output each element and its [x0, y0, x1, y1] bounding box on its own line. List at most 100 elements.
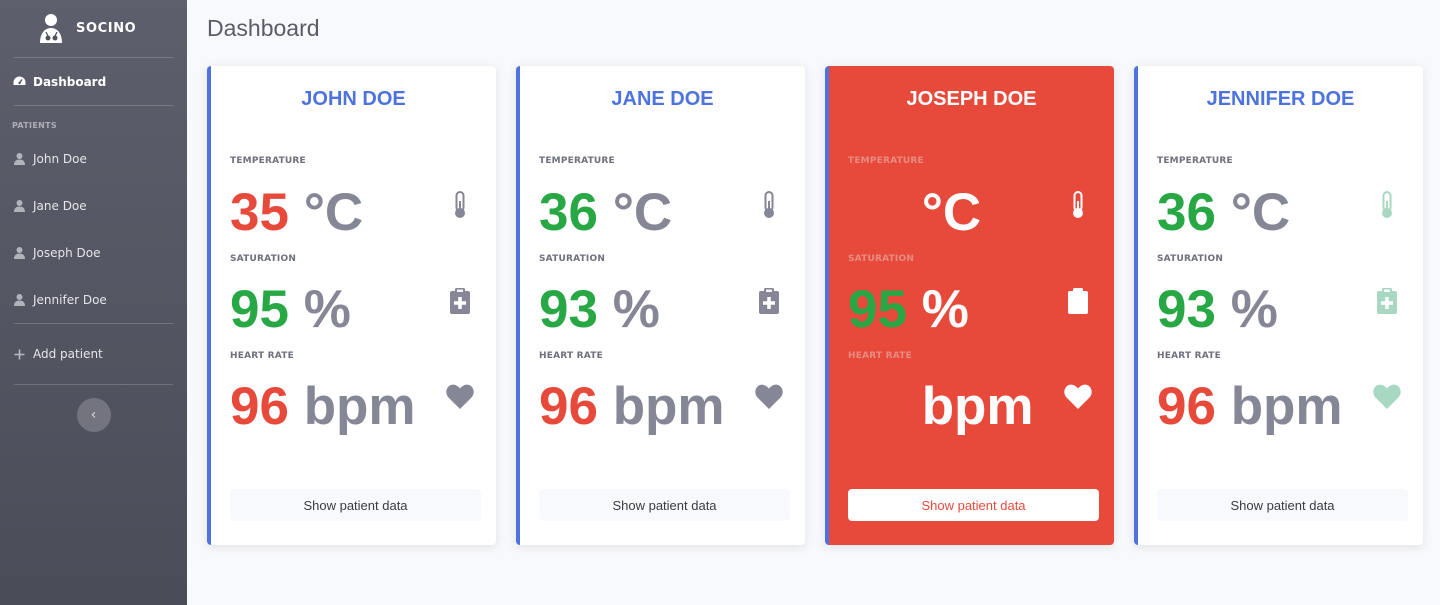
sidebar-item-label: John Doe: [33, 151, 87, 166]
sidebar-item-label: Jennifer Doe: [33, 292, 107, 307]
saturation-label: SATURATION: [539, 254, 606, 264]
tachometer-icon: [12, 75, 26, 89]
patient-card: JANE DOE TEMPERATURE 36 °C SATURATION 93…: [516, 66, 805, 545]
saturation-number: 95: [230, 280, 289, 339]
sidebar-item-joseph-doe[interactable]: Joseph Doe: [0, 229, 187, 276]
saturation-unit: %: [303, 280, 351, 339]
temperature-unit: °C: [921, 183, 982, 242]
saturation-unit: %: [1230, 280, 1278, 339]
show-patient-data-button[interactable]: Show patient data: [230, 489, 481, 521]
saturation-number: 93: [539, 280, 598, 339]
patient-name: JOHN DOE: [301, 88, 406, 110]
heart-rate-label: HEART RATE: [848, 351, 912, 361]
thermometer-icon: [1373, 190, 1401, 220]
temperature-number: 36: [1157, 183, 1216, 242]
patient-name: JANE DOE: [611, 88, 714, 110]
heart-rate-unit: bpm: [612, 377, 725, 436]
temperature-number: 36: [539, 183, 598, 242]
heart-rate-unit: bpm: [303, 377, 416, 436]
brand[interactable]: SOCINO: [0, 0, 187, 57]
saturation-unit: %: [612, 280, 660, 339]
heart-rate-unit: bpm: [1230, 377, 1343, 436]
saturation-value: 93 %: [539, 283, 660, 336]
heart-rate-value: 96 bpm: [230, 380, 416, 433]
temperature-unit: °C: [303, 183, 364, 242]
sidebar-divider: [14, 57, 173, 58]
heart-rate-label: HEART RATE: [539, 351, 603, 361]
temperature-value: 36 °C: [539, 186, 672, 239]
sidebar-item-jane-doe[interactable]: Jane Doe: [0, 182, 187, 229]
sidebar-item-label: Jane Doe: [33, 198, 87, 213]
heart-icon: [1373, 381, 1401, 411]
thermometer-icon: [755, 190, 783, 220]
sidebar-item-dashboard[interactable]: Dashboard: [0, 58, 187, 105]
temperature-unit: °C: [1230, 183, 1291, 242]
sidebar-toggle-wrap: ‹: [0, 385, 187, 445]
saturation-value: 95 %: [848, 283, 969, 336]
saturation-label: SATURATION: [230, 254, 297, 264]
sidebar-divider: [14, 384, 173, 385]
thermometer-icon: [446, 190, 474, 220]
show-patient-data-button[interactable]: Show patient data: [1157, 489, 1408, 521]
temperature-value: 36 °C: [1157, 186, 1290, 239]
show-patient-data-button[interactable]: Show patient data: [848, 489, 1099, 521]
user-icon: [12, 246, 26, 260]
temperature-unit: °C: [612, 183, 673, 242]
chevron-left-icon: ‹: [90, 407, 97, 423]
heart-rate-value: 96 bpm: [1157, 380, 1343, 433]
show-patient-data-button[interactable]: Show patient data: [539, 489, 790, 521]
plus-icon: [12, 347, 26, 361]
temperature-number: 35: [848, 183, 907, 242]
clipboard-medical-icon: [1373, 286, 1401, 316]
saturation-value: 95 %: [230, 283, 351, 336]
sidebar-divider: [14, 105, 173, 106]
sidebar-toggle-button[interactable]: ‹: [76, 398, 111, 432]
patient-card: JENNIFER DOE TEMPERATURE 36 °C SATURATIO…: [1134, 66, 1423, 545]
sidebar-item-jennifer-doe[interactable]: Jennifer Doe: [0, 276, 187, 323]
patients-heading: PATIENTS: [12, 121, 57, 130]
heart-rate-label: HEART RATE: [230, 351, 294, 361]
heart-rate-number: 96: [230, 377, 289, 436]
clipboard-medical-icon: [1064, 286, 1092, 316]
clipboard-medical-icon: [446, 286, 474, 316]
temperature-label: TEMPERATURE: [1157, 156, 1233, 166]
sidebar-item-john-doe[interactable]: John Doe: [0, 135, 187, 182]
sidebar: SOCINO Dashboard PATIENTS John Doe Jane …: [0, 0, 187, 605]
saturation-number: 95: [848, 280, 907, 339]
heart-rate-unit: bpm: [921, 377, 1034, 436]
temperature-value: 35 °C: [848, 186, 981, 239]
heart-icon: [755, 381, 783, 411]
add-patient-label: Add patient: [33, 347, 103, 361]
sidebar-divider: [14, 323, 173, 324]
doctor-logo-icon: [40, 13, 62, 43]
add-patient-button[interactable]: Add patient: [0, 324, 187, 384]
temperature-number: 35: [230, 183, 289, 242]
heart-icon: [1064, 381, 1092, 411]
temperature-label: TEMPERATURE: [230, 156, 306, 166]
temperature-value: 35 °C: [230, 186, 363, 239]
sidebar-item-label: Dashboard: [33, 74, 107, 89]
patient-card: JOSEPH DOE TEMPERATURE 35 °C SATURATION …: [825, 66, 1114, 545]
thermometer-icon: [1064, 190, 1092, 220]
clipboard-medical-icon: [755, 286, 783, 316]
brand-name: SOCINO: [76, 21, 137, 36]
temperature-label: TEMPERATURE: [539, 156, 615, 166]
saturation-number: 93: [1157, 280, 1216, 339]
heart-rate-value: 96 bpm: [848, 380, 1034, 433]
heart-rate-value: 96 bpm: [539, 380, 725, 433]
patient-name: JOSEPH DOE: [906, 88, 1037, 110]
saturation-label: SATURATION: [1157, 254, 1224, 264]
patient-name: JENNIFER DOE: [1206, 88, 1355, 110]
saturation-value: 93 %: [1157, 283, 1278, 336]
saturation-unit: %: [921, 280, 969, 339]
heart-icon: [446, 381, 474, 411]
patient-card: JOHN DOE TEMPERATURE 35 °C SATURATION 95…: [207, 66, 496, 545]
user-icon: [12, 293, 26, 307]
temperature-label: TEMPERATURE: [848, 156, 924, 166]
sidebar-item-label: Joseph Doe: [33, 245, 101, 260]
heart-rate-number: 96: [539, 377, 598, 436]
user-icon: [12, 199, 26, 213]
user-icon: [12, 152, 26, 166]
heart-rate-label: HEART RATE: [1157, 351, 1221, 361]
page-title: Dashboard: [207, 15, 320, 41]
